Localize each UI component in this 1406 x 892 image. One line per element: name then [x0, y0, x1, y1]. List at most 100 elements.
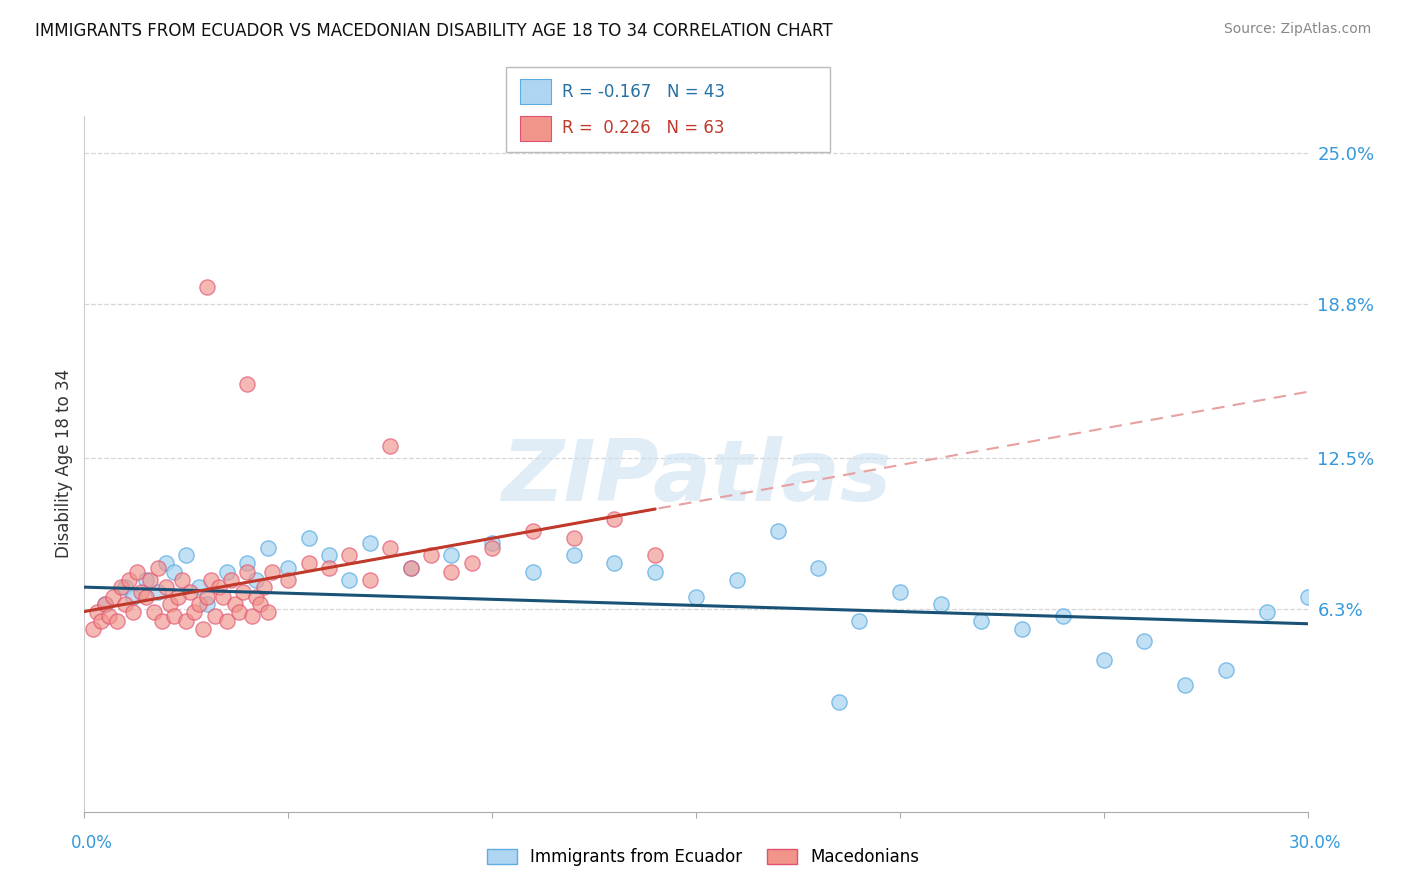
Point	[685, 590, 707, 604]
Text: R = -0.167   N = 43: R = -0.167 N = 43	[562, 83, 725, 101]
Point	[481, 541, 503, 555]
Point	[195, 280, 218, 294]
Point	[399, 560, 422, 574]
Point	[217, 566, 239, 580]
Point	[359, 536, 381, 550]
Point	[224, 597, 246, 611]
Point	[228, 605, 250, 619]
Legend: Immigrants from Ecuador, Macedonians: Immigrants from Ecuador, Macedonians	[478, 840, 928, 875]
Point	[191, 622, 214, 636]
Point	[82, 622, 104, 636]
Point	[135, 573, 157, 587]
Point	[380, 541, 402, 555]
Point	[135, 590, 157, 604]
Point	[142, 605, 165, 619]
Point	[219, 573, 242, 587]
Point	[257, 541, 280, 555]
Point	[183, 605, 205, 619]
Point	[159, 597, 181, 611]
Point	[174, 615, 197, 629]
Point	[146, 585, 169, 599]
Point	[725, 573, 748, 587]
Point	[1011, 622, 1033, 636]
Point	[97, 609, 120, 624]
Point	[889, 585, 911, 599]
Point	[167, 590, 190, 604]
Point	[420, 549, 443, 563]
Point	[562, 531, 585, 545]
Point	[257, 605, 280, 619]
Point	[260, 566, 283, 580]
Point	[122, 590, 145, 604]
Point	[86, 605, 108, 619]
Point	[212, 590, 235, 604]
Point	[339, 573, 360, 587]
Text: 0.0%: 0.0%	[70, 834, 112, 852]
Point	[766, 524, 789, 538]
Point	[298, 556, 321, 570]
Point	[118, 573, 141, 587]
Point	[200, 573, 222, 587]
Point	[93, 597, 115, 611]
Point	[208, 580, 231, 594]
Text: 30.0%: 30.0%	[1288, 834, 1341, 852]
Point	[644, 549, 666, 563]
Text: Source: ZipAtlas.com: Source: ZipAtlas.com	[1223, 22, 1371, 37]
Point	[204, 609, 226, 624]
Point	[101, 590, 124, 604]
Point	[253, 580, 276, 594]
Point	[461, 556, 484, 570]
Point	[481, 536, 503, 550]
Point	[298, 531, 321, 545]
Point	[440, 549, 463, 563]
Point	[195, 597, 218, 611]
Point	[1133, 633, 1156, 648]
Point	[807, 560, 830, 574]
Point	[644, 566, 666, 580]
Point	[318, 560, 340, 574]
Point	[277, 560, 299, 574]
Point	[155, 580, 177, 594]
Point	[127, 566, 149, 580]
Point	[1256, 605, 1278, 619]
Point	[236, 556, 259, 570]
Point	[1296, 590, 1319, 604]
Point	[359, 573, 381, 587]
Point	[172, 573, 194, 587]
Point	[93, 597, 115, 611]
Point	[522, 524, 544, 538]
Point	[155, 556, 177, 570]
Point	[187, 597, 209, 611]
Point	[195, 590, 218, 604]
Point	[179, 585, 201, 599]
Point	[122, 605, 145, 619]
Point	[1092, 653, 1115, 667]
Point	[236, 566, 259, 580]
Point	[217, 615, 239, 629]
Point	[245, 573, 267, 587]
Point	[1215, 663, 1237, 677]
Point	[603, 556, 626, 570]
Point	[440, 566, 463, 580]
Point	[603, 512, 626, 526]
Point	[236, 377, 259, 392]
Point	[399, 560, 422, 574]
Point	[131, 585, 153, 599]
Point	[163, 566, 186, 580]
Point	[187, 580, 209, 594]
Point	[1052, 609, 1074, 624]
Text: R =  0.226   N = 63: R = 0.226 N = 63	[562, 120, 725, 137]
Point	[929, 597, 952, 611]
Point	[380, 438, 402, 452]
Point	[163, 609, 186, 624]
Point	[827, 695, 849, 709]
Point	[90, 615, 112, 629]
Point	[848, 615, 870, 629]
Point	[339, 549, 360, 563]
Point	[249, 597, 271, 611]
Point	[970, 615, 993, 629]
Point	[105, 615, 128, 629]
Point	[245, 590, 267, 604]
Point	[114, 597, 136, 611]
Point	[318, 549, 340, 563]
